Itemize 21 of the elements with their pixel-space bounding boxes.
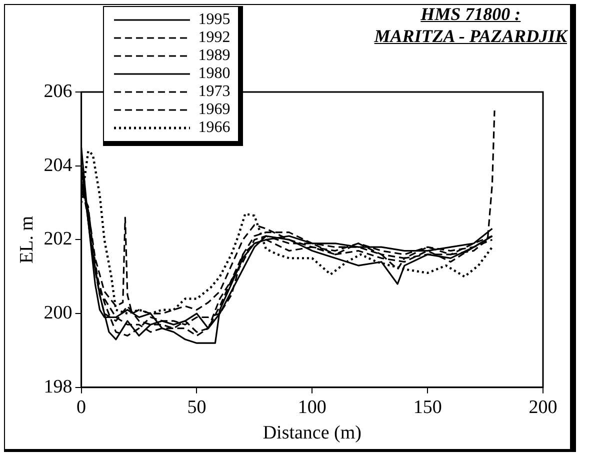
x-tick-label: 150 [413,396,442,418]
y-axis-title: EL. m [16,216,38,264]
y-tick-label: 204 [44,154,73,176]
legend-label: 1973 [198,83,230,101]
x-tick-label: 100 [298,396,326,418]
legend-label: 1989 [198,47,230,65]
legend-label: 1966 [198,119,230,137]
y-tick-label: 206 [44,80,72,102]
y-tick-label: 202 [44,228,72,250]
legend-label: 1995 [198,11,230,29]
chart-subtitle: MARITZA - PAZARDJIK [374,25,567,47]
x-tick-label: 0 [76,396,86,418]
y-tick-label: 200 [44,302,72,324]
x-tick-label: 200 [528,396,558,418]
chart-title: HMS 71800 : [420,3,522,25]
x-tick-label: 50 [187,396,206,418]
legend-label: 1980 [198,65,230,83]
y-tick-label: 198 [44,376,72,398]
x-axis-title: Distance (m) [262,422,362,444]
legend-label: 1992 [198,29,230,47]
legend-label: 1969 [198,101,230,119]
